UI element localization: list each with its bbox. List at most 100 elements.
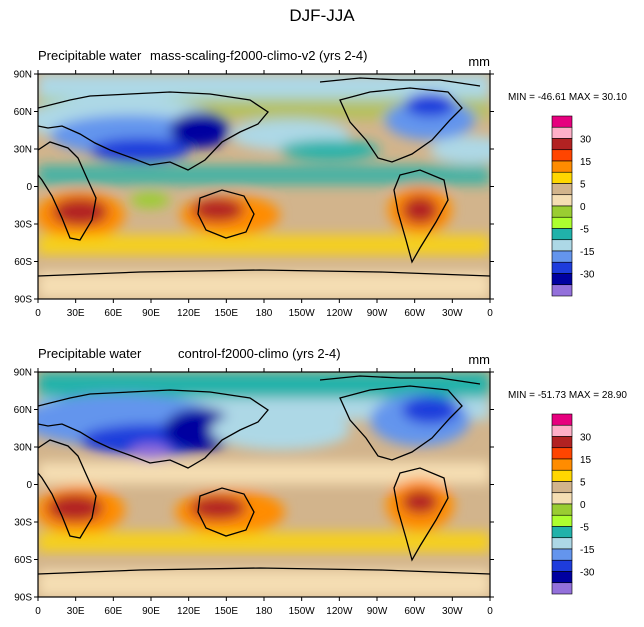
colorbar-swatch [551, 239, 573, 252]
panel-2-stats: MIN = -51.73 MAX = 28.90 [508, 390, 627, 401]
colorbar-label: 15 [580, 455, 592, 466]
colorbar-swatch [551, 228, 573, 241]
y-tick-label: 0 [26, 182, 32, 193]
y-tick-label: 0 [26, 480, 32, 491]
colorbar-label: -30 [580, 270, 595, 281]
panel-1-units: mm [468, 54, 490, 69]
colorbar-swatch [551, 492, 573, 505]
colorbar-label: -15 [580, 545, 595, 556]
colorbar-swatch [551, 481, 573, 494]
colorbar-swatch [551, 469, 573, 482]
panel-1-stats: MIN = -46.61 MAX = 30.10 [508, 92, 627, 103]
colorbar-swatch [551, 138, 573, 151]
colorbar-label: 15 [580, 157, 592, 168]
panel-1-field [38, 74, 490, 299]
panel-1: Precipitable water mass-scaling-f2000-cl… [14, 48, 628, 319]
y-tick-label: 30S [14, 518, 32, 529]
x-tick-label: 90W [367, 606, 388, 617]
x-tick-label: 0 [487, 606, 493, 617]
colorbar-swatch [551, 447, 573, 460]
x-tick-label: 60W [404, 308, 425, 319]
colorbar-swatch [551, 458, 573, 471]
colorbar-swatch [551, 171, 573, 184]
colorbar-swatch [551, 160, 573, 173]
y-tick-label: 30N [14, 145, 32, 156]
y-tick-label: 30S [14, 220, 32, 231]
colorbar-label: 0 [580, 500, 586, 511]
x-tick-label: 150E [215, 606, 239, 617]
colorbar-swatch [551, 250, 573, 263]
colorbar-swatch [551, 205, 573, 218]
colorbar-swatch [551, 261, 573, 274]
colorbar-label: 30 [580, 135, 592, 146]
panel-1-axes: 0 30E 60E 90E 120E 150E 180 150W 120W 90W 60W 30W 09… [14, 70, 494, 319]
y-tick-label: 90N [14, 368, 32, 379]
colorbar-swatch [551, 273, 573, 286]
x-tick-label: 90E [142, 606, 160, 617]
x-tick-label: 90E [142, 308, 160, 319]
colorbar-swatch [551, 194, 573, 207]
colorbar-swatch [551, 514, 573, 527]
colorbar-swatch [551, 537, 573, 550]
y-tick-label: 90S [14, 295, 32, 306]
x-tick-label: 120E [177, 606, 201, 617]
panel-2-case: control-f2000-climo (yrs 2-4) [178, 346, 341, 361]
colorbar-label: -15 [580, 247, 595, 258]
y-tick-label: 90N [14, 70, 32, 81]
colorbar-swatch [551, 284, 573, 297]
x-tick-label: 150W [289, 606, 316, 617]
x-tick-label: 120W [326, 308, 353, 319]
x-tick-label: 0 [35, 308, 41, 319]
colorbar-swatch [551, 149, 573, 162]
x-tick-label: 60E [104, 308, 122, 319]
panel-2-title: Precipitable water [38, 346, 142, 361]
colorbar-label: -30 [580, 568, 595, 579]
colorbar-label: -5 [580, 225, 589, 236]
panel-1-coastlines [38, 77, 490, 277]
x-tick-label: 30W [442, 308, 463, 319]
y-tick-label: 60N [14, 405, 32, 416]
panel-1-title: Precipitable water [38, 48, 142, 63]
colorbar-label: 5 [580, 478, 586, 489]
panel-2: Precipitable water control-f2000-climo (… [14, 346, 628, 617]
x-tick-label: 30E [67, 308, 85, 319]
x-tick-label: 150W [289, 308, 316, 319]
x-tick-label: 90W [367, 308, 388, 319]
figure-title: DJF-JJA [289, 6, 355, 25]
x-tick-label: 120E [177, 308, 201, 319]
x-tick-label: 0 [487, 308, 493, 319]
colorbar-swatch [551, 582, 573, 595]
colorbar-swatch [551, 548, 573, 561]
x-tick-label: 120W [326, 606, 353, 617]
x-tick-label: 30W [442, 606, 463, 617]
colorbar-swatch [551, 571, 573, 584]
y-tick-label: 30N [14, 443, 32, 454]
x-tick-label: 60E [104, 606, 122, 617]
x-tick-label: 180 [256, 308, 273, 319]
colorbar-label: 30 [580, 433, 592, 444]
panel-1-colorbar: 30 15 5 0 -5 -15 -30 [551, 115, 595, 297]
y-tick-label: 90S [14, 593, 32, 604]
colorbar-swatch [551, 526, 573, 539]
colorbar-swatch [551, 183, 573, 196]
colorbar-swatch [551, 216, 573, 229]
colorbar-swatch [551, 115, 573, 128]
colorbar-label: 5 [580, 180, 586, 191]
colorbar-swatch [551, 559, 573, 572]
x-tick-label: 30E [67, 606, 85, 617]
colorbar-swatch [551, 126, 573, 139]
x-tick-label: 150E [215, 308, 239, 319]
y-tick-label: 60N [14, 107, 32, 118]
colorbar-swatch [551, 413, 573, 426]
colorbar-label: 0 [580, 202, 586, 213]
colorbar-swatch [551, 503, 573, 516]
panel-2-units: mm [468, 352, 490, 367]
panel-2-colorbar: 30 15 5 0 -5 -15 -30 [551, 413, 595, 595]
colorbar-label: -5 [580, 523, 589, 534]
x-tick-label: 180 [256, 606, 273, 617]
panel-2-axes: 0 30E 60E 90E 120E 150E 180 150W 120W 90W 60W 30W 09… [14, 368, 494, 617]
x-tick-label: 60W [404, 606, 425, 617]
x-tick-label: 0 [35, 606, 41, 617]
panel-2-coastlines [38, 375, 490, 575]
